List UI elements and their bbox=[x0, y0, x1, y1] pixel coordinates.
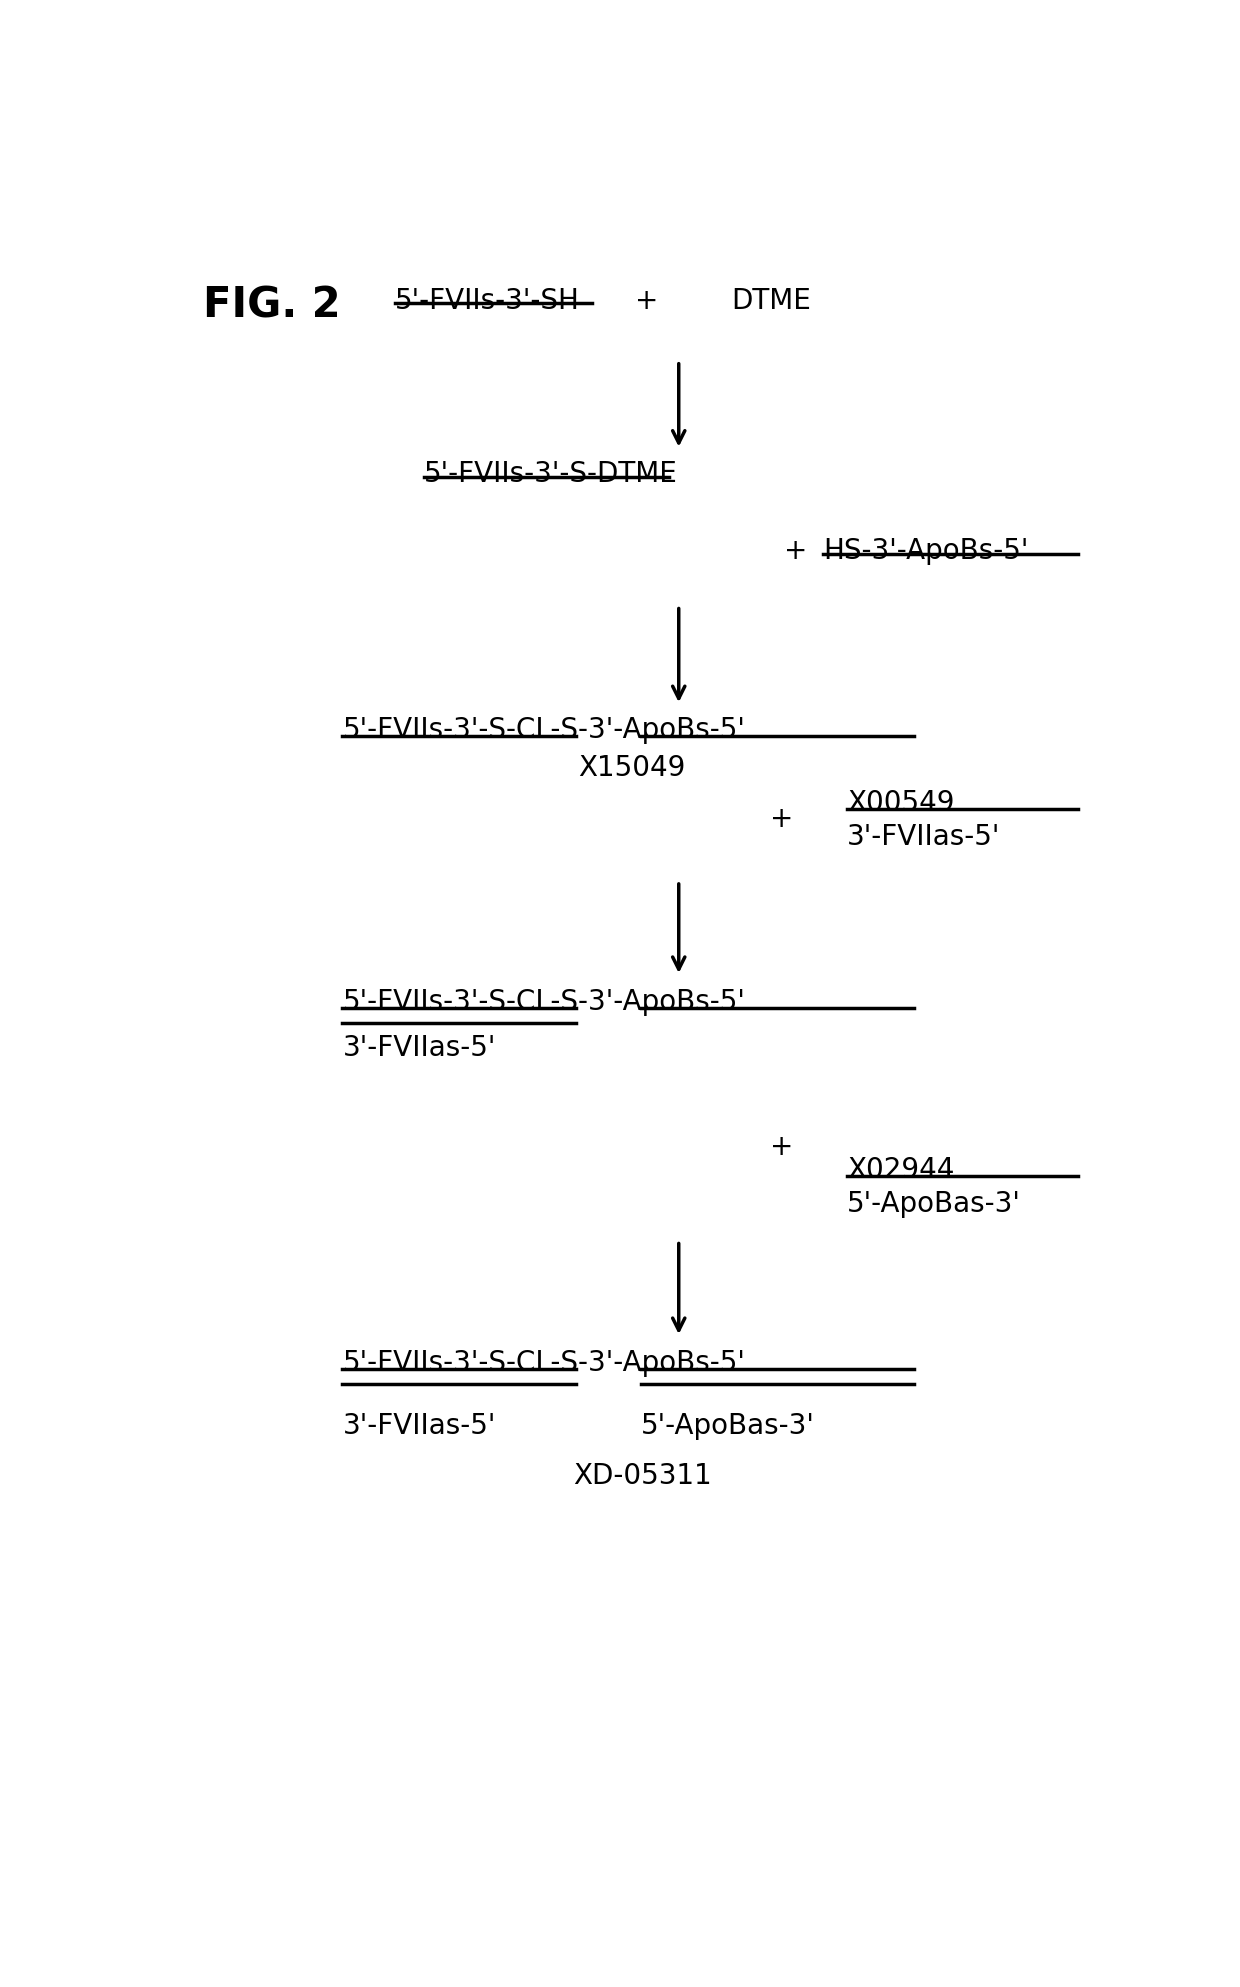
Text: DTME: DTME bbox=[732, 288, 811, 316]
Text: XD-05311: XD-05311 bbox=[573, 1462, 712, 1490]
Text: 5'-FVIIs-3'-S-DTME: 5'-FVIIs-3'-S-DTME bbox=[424, 461, 678, 489]
Text: 5'-ApoBas-3': 5'-ApoBas-3' bbox=[847, 1190, 1021, 1218]
Text: +: + bbox=[785, 536, 807, 564]
Text: +: + bbox=[770, 1133, 794, 1162]
Text: 3'-FVIIas-5': 3'-FVIIas-5' bbox=[342, 1413, 496, 1441]
Text: X00549: X00549 bbox=[847, 789, 955, 817]
Text: 5'-FVIIs-3'-S-CL-S-3'-ApoBs-5': 5'-FVIIs-3'-S-CL-S-3'-ApoBs-5' bbox=[342, 715, 745, 743]
Text: 3'-FVIIas-5': 3'-FVIIas-5' bbox=[847, 823, 1001, 850]
Text: X15049: X15049 bbox=[578, 753, 686, 783]
Text: 5'-FVIIs-3'-S-CL-S-3'-ApoBs-5': 5'-FVIIs-3'-S-CL-S-3'-ApoBs-5' bbox=[342, 988, 745, 1015]
Text: HS-3'-ApoBs-5': HS-3'-ApoBs-5' bbox=[823, 536, 1028, 564]
Text: +: + bbox=[770, 805, 794, 833]
Text: 3'-FVIIas-5': 3'-FVIIas-5' bbox=[342, 1033, 496, 1061]
Text: 5'-FVIIs-3'-S-CL-S-3'-ApoBs-5': 5'-FVIIs-3'-S-CL-S-3'-ApoBs-5' bbox=[342, 1349, 745, 1377]
Text: FIG. 2: FIG. 2 bbox=[203, 284, 341, 326]
Text: 5'-ApoBas-3': 5'-ApoBas-3' bbox=[641, 1413, 815, 1441]
Text: +: + bbox=[635, 288, 658, 316]
Text: 5'-FVIIs-3'-SH: 5'-FVIIs-3'-SH bbox=[396, 288, 580, 316]
Text: X02944: X02944 bbox=[847, 1156, 955, 1184]
